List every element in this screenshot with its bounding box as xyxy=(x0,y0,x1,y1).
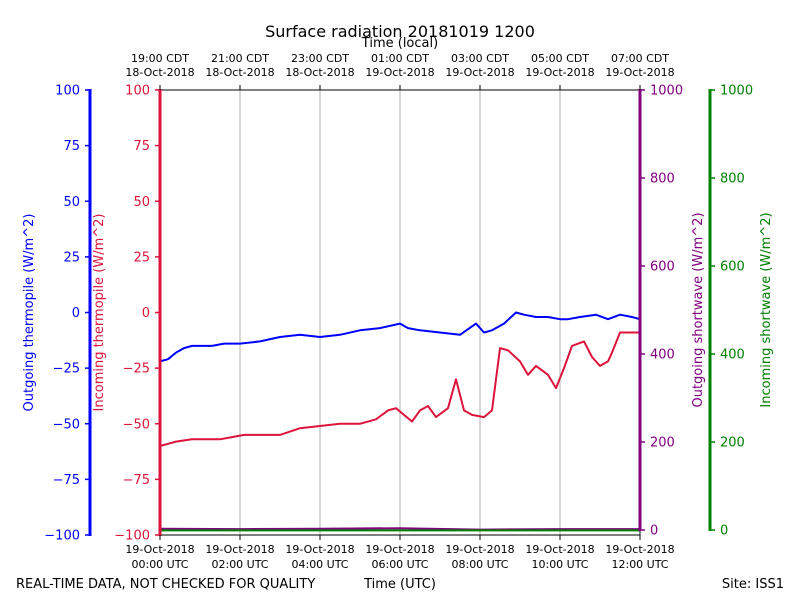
top-axis-label: Time (local) xyxy=(361,36,438,51)
x-tick-label-date: 19-Oct-2018 xyxy=(205,543,274,556)
y-tick-label: −75 xyxy=(123,473,150,488)
x-axis-label: Time (UTC) xyxy=(363,577,436,592)
y-tick-label: 0 xyxy=(142,306,150,321)
y-tick-label: −75 xyxy=(53,473,80,488)
x-axes: 19-Oct-2018 00:00 UTC 19-Oct-2018 02:00 UTC… xyxy=(125,52,674,571)
y-axis-label: Outgoing shortwave (W/m^2) xyxy=(691,212,706,407)
top-tick-label-date: 19-Oct-2018 xyxy=(605,66,674,79)
x-tick-label-date: 19-Oct-2018 xyxy=(525,543,594,556)
incoming-thermopile-axis: 100 75 50 25 0 −25 −50 −75 −100 Incoming thermopi… xyxy=(92,84,162,544)
y-tick-label: 0 xyxy=(720,524,728,539)
grid xyxy=(239,90,561,535)
y-tick-label: 600 xyxy=(650,260,675,275)
y-tick-label: −25 xyxy=(123,362,150,377)
x-tick-label-date: 19-Oct-2018 xyxy=(605,543,674,556)
x-tick-label-date: 19-Oct-2018 xyxy=(365,543,434,556)
series-layer xyxy=(159,311,641,532)
y-tick-label: 25 xyxy=(63,250,80,265)
x-tick-label-time: 04:00 UTC xyxy=(291,558,348,571)
x-tick-label-time: 12:00 UTC xyxy=(611,558,668,571)
y-tick-label: 75 xyxy=(133,139,150,154)
y-tick-label: −100 xyxy=(114,529,150,544)
incoming-shortwave-axis: 1000 800 600 400 200 0 Incoming shortwave (W/m… xyxy=(708,84,774,539)
series-outgoing-thermopile xyxy=(159,311,641,363)
y-tick-label: 75 xyxy=(63,139,80,154)
y-axis-label: Incoming shortwave (W/m^2) xyxy=(759,212,774,407)
top-tick-label-time: 01:00 CDT xyxy=(371,52,429,65)
top-tick-label-time: 07:00 CDT xyxy=(611,52,669,65)
y-tick-label: 400 xyxy=(720,348,745,363)
y-tick-label: 100 xyxy=(125,84,150,99)
footer-quality-note: REAL-TIME DATA, NOT CHECKED FOR QUALITY xyxy=(16,577,315,592)
top-tick-label-date: 18-Oct-2018 xyxy=(205,66,274,79)
outgoing-shortwave-axis: 1000 800 600 400 200 0 Outgoing shortwave (W/m… xyxy=(638,84,706,539)
x-tick-label-time: 00:00 UTC xyxy=(131,558,188,571)
y-tick-label: −50 xyxy=(53,417,80,432)
top-tick-label-time: 03:00 CDT xyxy=(451,52,509,65)
x-tick-label-time: 06:00 UTC xyxy=(371,558,428,571)
y-tick-label: −100 xyxy=(44,529,80,544)
y-tick-label: 800 xyxy=(650,172,675,187)
y-tick-label: −50 xyxy=(123,417,150,432)
y-tick-label: 200 xyxy=(650,436,675,451)
y-tick-label: 200 xyxy=(720,436,745,451)
y-tick-label: 1000 xyxy=(650,84,683,99)
top-tick-label-date: 19-Oct-2018 xyxy=(525,66,594,79)
x-tick-label-date: 19-Oct-2018 xyxy=(125,543,194,556)
top-tick-label-date: 18-Oct-2018 xyxy=(125,66,194,79)
x-tick-label-date: 19-Oct-2018 xyxy=(445,543,514,556)
y-tick-label: 50 xyxy=(133,195,150,210)
y-tick-label: 100 xyxy=(55,84,80,99)
top-tick-label-date: 19-Oct-2018 xyxy=(445,66,514,79)
series-incoming-thermopile xyxy=(159,331,640,447)
x-tick-label-time: 10:00 UTC xyxy=(531,558,588,571)
axes-layer: 100 75 50 25 0 −25 −50 −75 −100 Outgoing thermopi… xyxy=(22,84,774,544)
top-tick-label-time: 19:00 CDT xyxy=(131,52,189,65)
x-tick-label-time: 02:00 UTC xyxy=(211,558,268,571)
y-tick-label: 0 xyxy=(72,306,80,321)
top-tick-label-time: 05:00 CDT xyxy=(531,52,589,65)
top-tick-label-date: 19-Oct-2018 xyxy=(365,66,434,79)
y-tick-label: 1000 xyxy=(720,84,753,99)
y-tick-label: 50 xyxy=(63,195,80,210)
chart-title: Surface radiation 20181019 1200 xyxy=(265,22,535,41)
y-tick-label: 400 xyxy=(650,348,675,363)
y-tick-label: −25 xyxy=(53,362,80,377)
y-axis-label: Incoming thermopile (W/m^2) xyxy=(92,214,107,412)
x-tick-label-date: 19-Oct-2018 xyxy=(285,543,354,556)
x-tick-label-time: 08:00 UTC xyxy=(451,558,508,571)
y-tick-label: 800 xyxy=(720,172,745,187)
series-outgoing-shortwave xyxy=(159,527,640,531)
top-tick-label-time: 21:00 CDT xyxy=(211,52,269,65)
y-axis-label: Outgoing thermopile (W/m^2) xyxy=(22,214,37,412)
y-tick-label: 0 xyxy=(650,524,658,539)
y-tick-label: 600 xyxy=(720,260,745,275)
top-tick-label-time: 23:00 CDT xyxy=(291,52,349,65)
site-label: Site: ISS1 xyxy=(722,577,784,592)
y-tick-label: 25 xyxy=(133,250,150,265)
top-tick-label-date: 18-Oct-2018 xyxy=(285,66,354,79)
outgoing-thermopile-axis: 100 75 50 25 0 −25 −50 −75 −100 Outgoing thermopi… xyxy=(22,84,92,544)
